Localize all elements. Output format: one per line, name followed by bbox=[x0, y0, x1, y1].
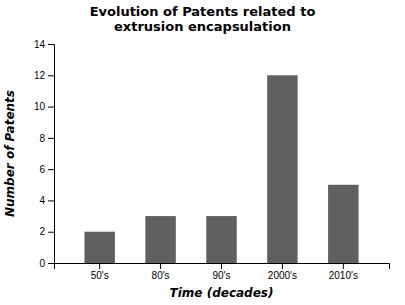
tick: 80's bbox=[152, 263, 170, 281]
plot: 0 2 4 6 8 10 12 14 50's 80's 90's 2000's 2010's bbox=[34, 39, 390, 281]
chart: 0 2 4 6 8 10 12 14 50's 80's 90's 2000's 2010's Time … bbox=[0, 0, 405, 305]
tick-mark bbox=[48, 169, 54, 170]
tick-mark bbox=[221, 263, 222, 269]
tick: 14 bbox=[34, 39, 54, 50]
tick-mark bbox=[48, 107, 54, 108]
tick-mark bbox=[48, 75, 54, 76]
tick: 50's bbox=[91, 263, 109, 281]
tick-label: 2 bbox=[39, 226, 45, 237]
tick-mark bbox=[48, 232, 54, 233]
tick-label: 2000's bbox=[268, 270, 297, 281]
tick: 90's bbox=[212, 263, 230, 281]
tick-mark bbox=[48, 200, 54, 201]
bar bbox=[267, 75, 297, 263]
tick-label: 50's bbox=[91, 270, 109, 281]
tick-label: 14 bbox=[34, 39, 46, 50]
tick: 0 bbox=[39, 258, 54, 269]
title: Evolution of Patents related toextrusion… bbox=[90, 4, 316, 34]
axis-line bbox=[55, 264, 390, 270]
axis-line bbox=[48, 45, 55, 264]
tick-label: 0 bbox=[39, 258, 45, 269]
tick: 8 bbox=[39, 133, 54, 144]
tick-label: 4 bbox=[39, 195, 45, 206]
tick: 4 bbox=[39, 195, 54, 206]
bars bbox=[84, 75, 358, 263]
bar bbox=[206, 216, 236, 263]
tick-label: 80's bbox=[152, 270, 170, 281]
tick-label: 90's bbox=[212, 270, 230, 281]
tick-mark bbox=[282, 263, 283, 269]
tick: 2 bbox=[39, 226, 54, 237]
tick-label: 12 bbox=[34, 70, 46, 81]
tick-mark bbox=[160, 263, 161, 269]
bar bbox=[145, 216, 175, 263]
tick-label: 8 bbox=[39, 133, 45, 144]
tick-label: 6 bbox=[39, 164, 45, 175]
tick-mark bbox=[48, 138, 54, 139]
tick-label: 2010's bbox=[329, 270, 358, 281]
tick-mark bbox=[343, 263, 344, 269]
tick: 2000's bbox=[268, 263, 297, 281]
x-axis: 50's 80's 90's 2000's 2010's bbox=[55, 263, 390, 281]
tick: 10 bbox=[34, 101, 54, 112]
tick-mark bbox=[48, 263, 54, 264]
tick: 6 bbox=[39, 164, 54, 175]
tick-mark bbox=[48, 44, 54, 45]
x-axis-title: Time (decades) bbox=[170, 286, 274, 300]
tick: 12 bbox=[34, 70, 54, 81]
tick-label: 10 bbox=[34, 101, 46, 112]
bar bbox=[84, 232, 114, 263]
bar bbox=[328, 185, 358, 263]
tick-mark bbox=[99, 263, 100, 269]
y-axis-title: Number of Patents bbox=[3, 90, 17, 217]
y-axis: 0 2 4 6 8 10 12 14 bbox=[34, 39, 55, 269]
tick: 2010's bbox=[329, 263, 358, 281]
